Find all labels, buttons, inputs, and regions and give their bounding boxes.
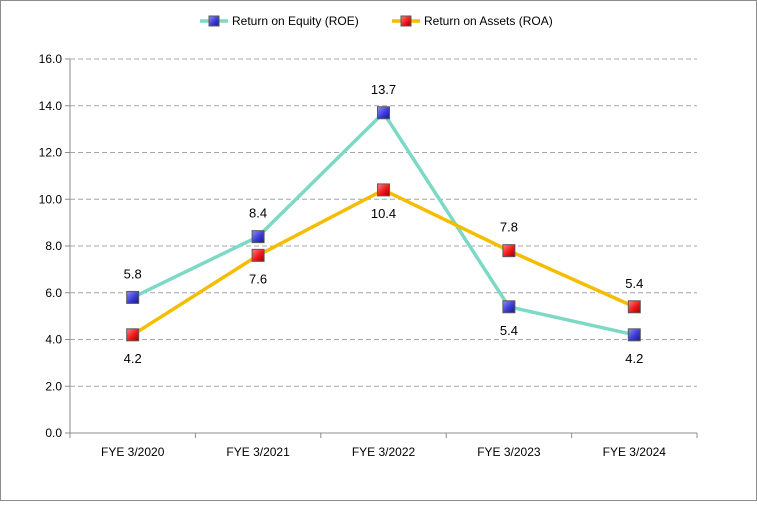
x-tick-label: FYE 3/2024 [603, 445, 667, 459]
roe-data-label: 5.8 [124, 266, 142, 281]
series-layer: 5.8 8.4 13.7 5.4 4.2 4.2 7.6 10.4 7.8 5.4 [124, 82, 644, 366]
y-tick-label: 8.0 [45, 239, 62, 253]
roe-data-label: 8.4 [249, 206, 267, 221]
y-tick-label: 12.0 [39, 146, 63, 160]
y-tick-label: 14.0 [39, 99, 63, 113]
roa-data-label: 5.4 [625, 276, 643, 291]
y-tick-label: 16.0 [39, 52, 63, 66]
series-line-roe [131, 111, 635, 337]
roe-data-label: 13.7 [371, 82, 396, 97]
roa-marker [377, 183, 390, 197]
axes: 0.0 2.0 4.0 6.0 8.0 10.0 12.0 14.0 16.0 FYE 3/202… [39, 52, 698, 459]
roa-data-label: 7.6 [249, 271, 267, 286]
roa-data-label: 4.2 [124, 351, 142, 366]
legend-marker-roa [400, 15, 412, 27]
legend-label-roa: Return on Assets (ROA) [424, 14, 553, 28]
x-tick-label: FYE 3/2022 [352, 445, 416, 459]
roa-data-label: 10.4 [371, 206, 396, 221]
y-tick-label: 2.0 [45, 379, 62, 393]
gridlines [70, 58, 697, 387]
x-tick-label: FYE 3/2023 [477, 445, 541, 459]
x-tick-label: FYE 3/2020 [101, 445, 165, 459]
roa-marker [126, 328, 140, 342]
roa-data-label: 7.8 [500, 220, 518, 235]
roe-data-label: 5.4 [500, 323, 518, 338]
y-tick-label: 4.0 [45, 333, 62, 347]
roe-data-label: 4.2 [625, 351, 643, 366]
roe-marker [126, 290, 140, 304]
roe-marker [377, 106, 390, 120]
legend: Return on Equity (ROE) Return on Assets (… [200, 14, 553, 28]
roa-marker [502, 244, 516, 258]
roa-marker [251, 248, 265, 262]
y-tick-label: 10.0 [39, 192, 63, 206]
x-tick-label: FYE 3/2021 [226, 445, 290, 459]
y-tick-label: 6.0 [45, 286, 62, 300]
legend-marker-roe [208, 15, 220, 27]
roe-marker [627, 328, 641, 342]
roa-marker [627, 300, 641, 314]
y-tick-label: 0.0 [45, 426, 62, 440]
roe-marker [251, 230, 265, 244]
roe-marker [502, 300, 516, 314]
legend-label-roe: Return on Equity (ROE) [232, 14, 359, 28]
